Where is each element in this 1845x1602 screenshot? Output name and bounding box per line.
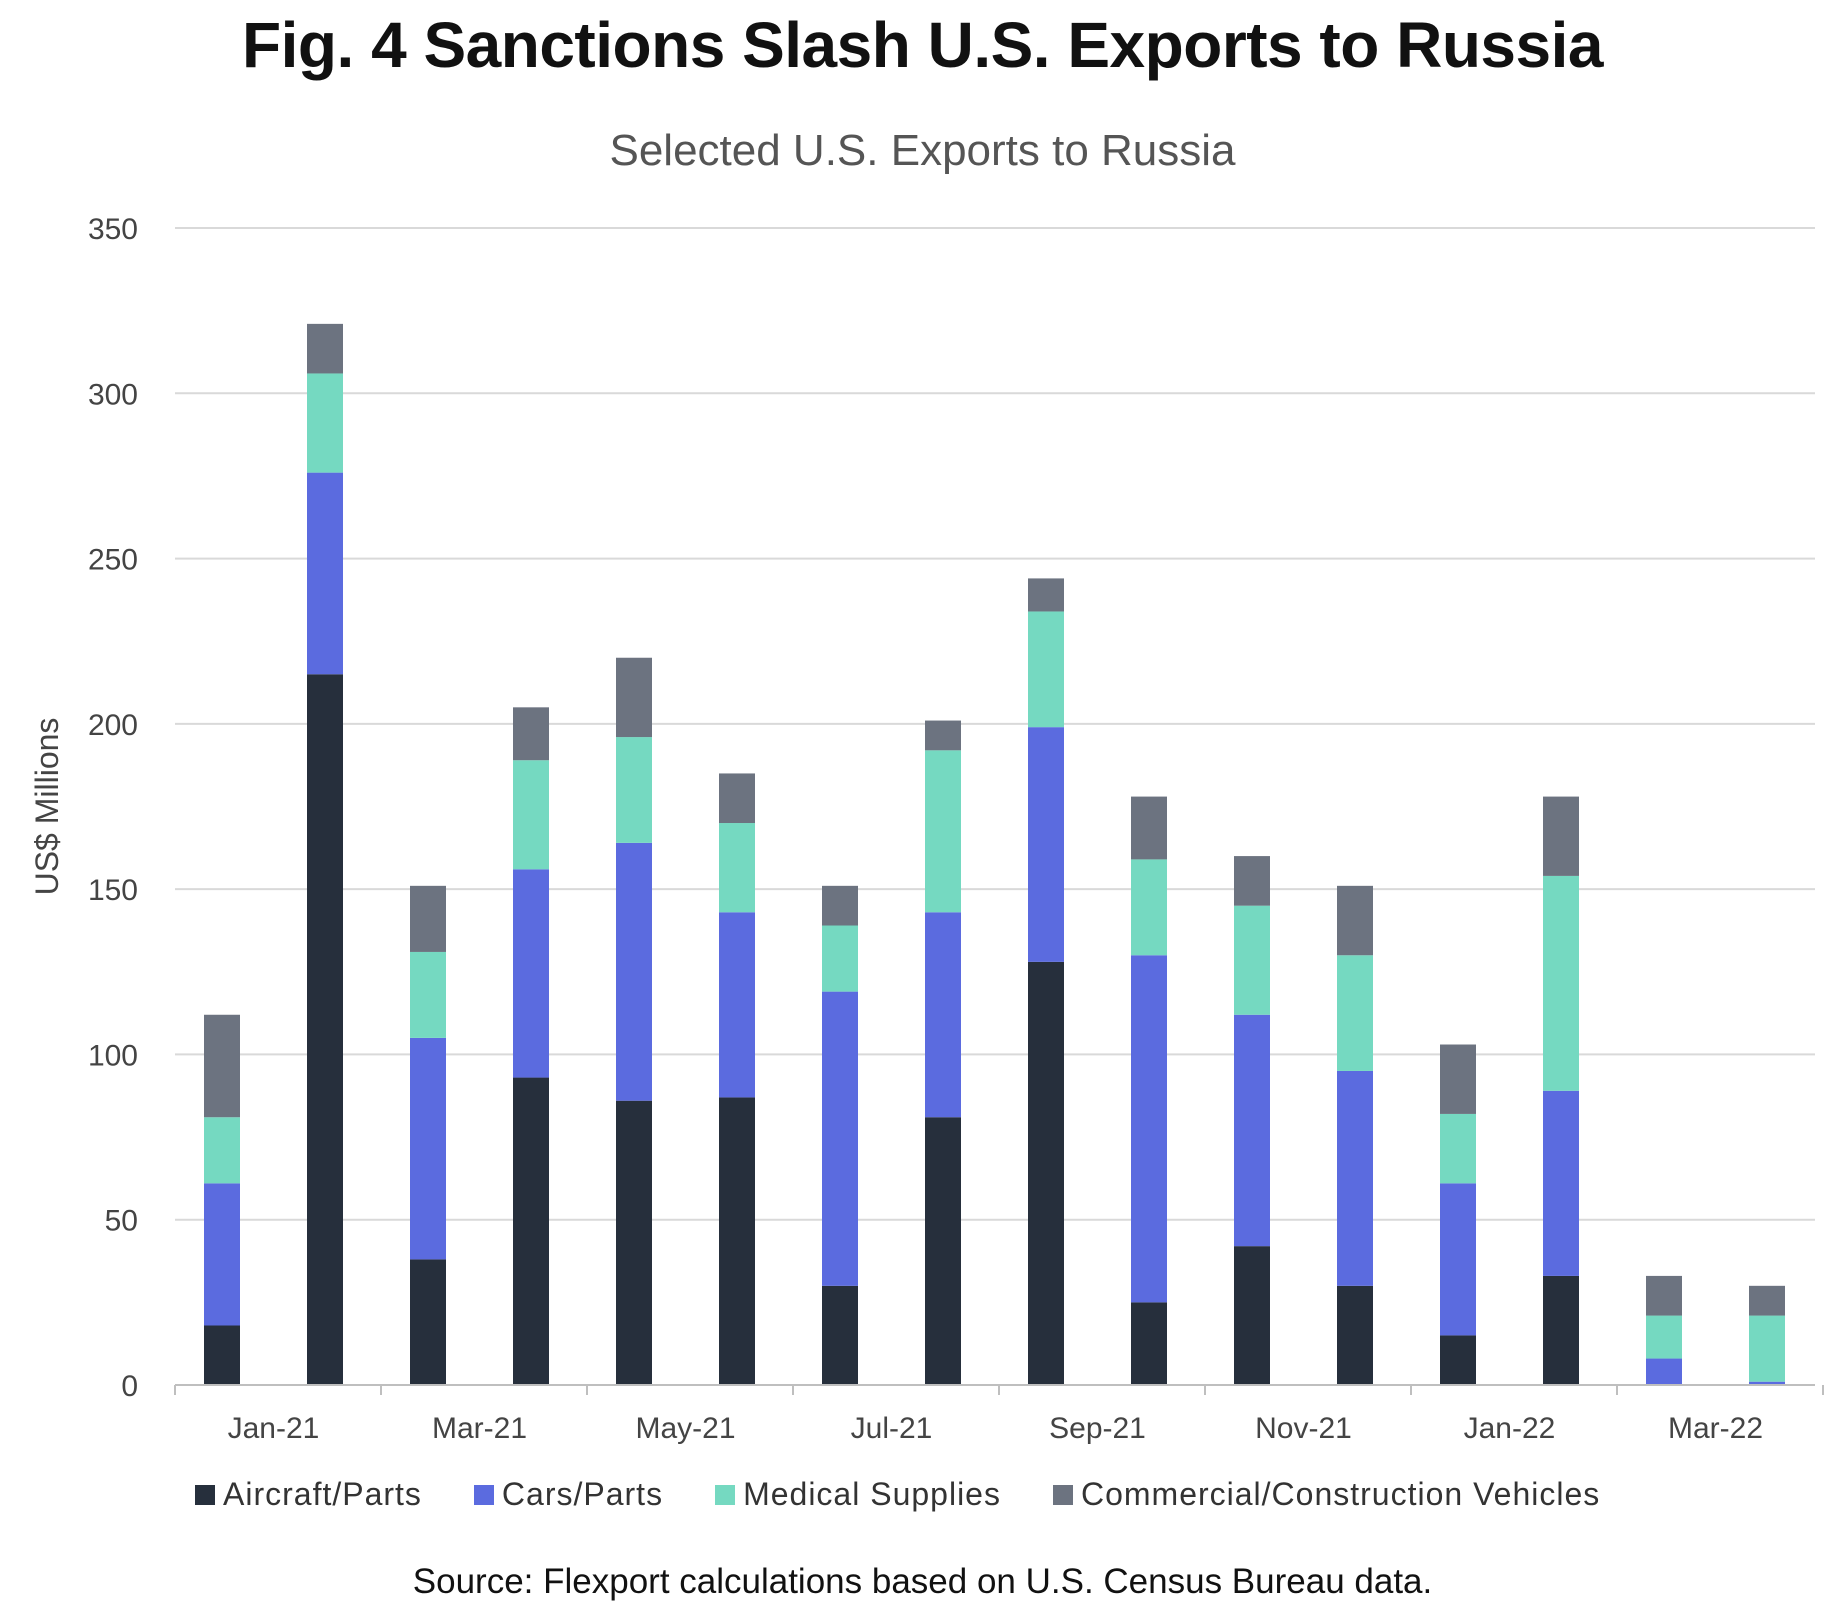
bar-commercial-construction-vehicles-jan-21: [204, 1014, 240, 1118]
bar-cars-parts-may-21: [616, 842, 652, 1101]
bar-cars-parts-jan-21: [204, 1183, 240, 1326]
grid-lines: [175, 227, 1815, 1221]
bar-commercial-construction-vehicles-nov-21: [1234, 856, 1270, 906]
legend: Aircraft/Parts Cars/Parts Medical Suppli…: [195, 1476, 1652, 1513]
bar-aircraft-parts-may-21: [616, 1100, 652, 1385]
bar-cars-parts-apr-21: [513, 869, 549, 1078]
bar-aircraft-parts-aug-21: [925, 1117, 961, 1385]
bar-cars-parts-aug-21: [925, 912, 961, 1118]
bar-medical-supplies-oct-21: [1131, 859, 1167, 956]
bar-cars-parts-jan-22: [1440, 1183, 1476, 1336]
y-tick-label: 350: [88, 213, 138, 246]
legend-swatch-cars-parts: [473, 1484, 494, 1505]
bar-aircraft-parts-jan-21: [204, 1325, 240, 1385]
bar-commercial-construction-vehicles-jan-22: [1440, 1044, 1476, 1114]
bar-aircraft-parts-nov-21: [1234, 1246, 1270, 1385]
bar-medical-supplies-feb-21: [307, 373, 343, 473]
bar-cars-parts-mar-22: [1646, 1358, 1682, 1385]
bar-medical-supplies-apr-22: [1749, 1315, 1785, 1382]
legend-swatch-aircraft-parts: [195, 1484, 215, 1505]
bar-cars-parts-nov-21: [1234, 1014, 1270, 1247]
bar-commercial-construction-vehicles-oct-21: [1131, 796, 1167, 860]
bar-cars-parts-jul-21: [822, 991, 858, 1286]
legend-swatch-commercial-vehicles: [1052, 1484, 1073, 1505]
bar-commercial-construction-vehicles-dec-21: [1337, 885, 1373, 956]
x-tick-label: Mar-21: [432, 1412, 527, 1445]
bar-aircraft-parts-apr-21: [513, 1077, 549, 1385]
legend-label-commercial-vehicles: Commercial/Construction Vehicles: [1080, 1476, 1601, 1512]
bar-aircraft-parts-sep-21: [1028, 961, 1064, 1385]
x-tick-label: Nov-21: [1255, 1412, 1352, 1445]
bar-commercial-construction-vehicles-apr-21: [513, 707, 549, 761]
bar-cars-parts-dec-21: [1337, 1070, 1373, 1286]
bar-medical-supplies-aug-21: [925, 750, 961, 913]
bar-aircraft-parts-feb-22: [1543, 1275, 1579, 1385]
bar-aircraft-parts-mar-21: [410, 1259, 446, 1385]
legend-label-aircraft-parts: Aircraft/Parts: [223, 1476, 422, 1512]
x-tick-label: Jan-22: [1464, 1412, 1556, 1445]
bar-aircraft-parts-dec-21: [1337, 1285, 1373, 1385]
bar-commercial-construction-vehicles-apr-22: [1749, 1285, 1785, 1316]
bar-commercial-construction-vehicles-jun-21: [719, 773, 755, 824]
bar-medical-supplies-jan-22: [1440, 1113, 1476, 1184]
bar-aircraft-parts-jan-22: [1440, 1335, 1476, 1385]
bar-commercial-construction-vehicles-aug-21: [925, 720, 961, 751]
bar-medical-supplies-dec-21: [1337, 955, 1373, 1071]
bar-commercial-construction-vehicles-mar-22: [1646, 1275, 1682, 1316]
bar-cars-parts-sep-21: [1028, 727, 1064, 962]
x-tick-label: Jan-21: [228, 1412, 320, 1445]
y-tick-label: 150: [88, 874, 138, 907]
chart-subtitle: Selected U.S. Exports to Russia: [609, 126, 1236, 175]
bar-medical-supplies-mar-22: [1646, 1315, 1682, 1359]
bar-aircraft-parts-feb-21: [307, 674, 343, 1385]
bar-aircraft-parts-jul-21: [822, 1285, 858, 1385]
bar-cars-parts-apr-22: [1749, 1381, 1785, 1385]
bar-commercial-construction-vehicles-mar-21: [410, 885, 446, 952]
bar-medical-supplies-jan-21: [204, 1117, 240, 1184]
x-tick-label: May-21: [635, 1412, 735, 1445]
bar-medical-supplies-sep-21: [1028, 611, 1064, 728]
legend-item-aircraft-parts: Aircraft/Parts: [195, 1476, 422, 1513]
legend-item-commercial-vehicles: Commercial/Construction Vehicles: [1052, 1476, 1601, 1513]
bar-medical-supplies-nov-21: [1234, 905, 1270, 1015]
y-tick-label: 200: [88, 709, 138, 742]
bar-medical-supplies-jun-21: [719, 823, 755, 913]
legend-swatch-medical-supplies: [715, 1484, 736, 1505]
y-tick-label: 250: [88, 544, 138, 577]
figure-title: Fig. 4 Sanctions Slash U.S. Exports to R…: [242, 9, 1603, 81]
bar-cars-parts-feb-22: [1543, 1090, 1579, 1276]
bar-commercial-construction-vehicles-sep-21: [1028, 578, 1064, 612]
bar-commercial-construction-vehicles-may-21: [616, 657, 652, 738]
bar-medical-supplies-apr-21: [513, 760, 549, 870]
source-note: Source: Flexport calculations based on U…: [412, 1562, 1433, 1601]
x-tick-label: Jul-21: [851, 1412, 933, 1445]
bar-cars-parts-jun-21: [719, 912, 755, 1098]
bar-medical-supplies-feb-22: [1543, 875, 1579, 1091]
x-tick-label: Sep-21: [1049, 1412, 1146, 1445]
bar-medical-supplies-may-21: [616, 737, 652, 843]
x-tick-label: Mar-22: [1668, 1412, 1763, 1445]
y-tick-label: 50: [105, 1205, 138, 1238]
legend-label-cars-parts: Cars/Parts: [501, 1476, 664, 1512]
bar-series: [204, 323, 1785, 1385]
y-tick-label: 300: [88, 378, 138, 411]
y-axis-title: US$ Millions: [29, 718, 65, 896]
legend-label-medical-supplies: Medical Supplies: [743, 1476, 1001, 1512]
bar-aircraft-parts-oct-21: [1131, 1302, 1167, 1385]
bar-commercial-construction-vehicles-jul-21: [822, 885, 858, 926]
axes: 0 50 100 150 200 250 300 350 Jan-21 Mar-21 May-21 J…: [88, 213, 1824, 1445]
legend-item-medical-supplies: Medical Supplies: [715, 1476, 1001, 1513]
y-tick-label: 0: [121, 1370, 138, 1403]
bar-medical-supplies-jul-21: [822, 925, 858, 992]
y-tick-label: 100: [88, 1039, 138, 1072]
bar-aircraft-parts-jun-21: [719, 1097, 755, 1385]
bar-commercial-construction-vehicles-feb-21: [307, 323, 343, 374]
legend-item-cars-parts: Cars/Parts: [473, 1476, 664, 1513]
bar-cars-parts-oct-21: [1131, 955, 1167, 1303]
bar-cars-parts-mar-21: [410, 1037, 446, 1260]
bar-commercial-construction-vehicles-feb-22: [1543, 796, 1579, 876]
bar-cars-parts-feb-21: [307, 472, 343, 675]
bar-medical-supplies-mar-21: [410, 951, 446, 1038]
